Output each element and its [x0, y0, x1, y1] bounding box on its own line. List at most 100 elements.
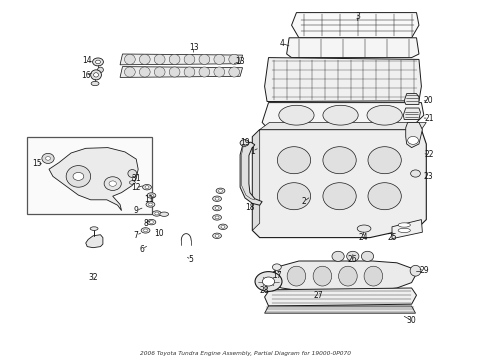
Text: 21: 21	[424, 113, 434, 122]
Ellipse shape	[339, 266, 357, 286]
Ellipse shape	[141, 228, 150, 233]
Ellipse shape	[323, 105, 358, 125]
Ellipse shape	[221, 225, 225, 228]
Ellipse shape	[91, 70, 101, 80]
Ellipse shape	[184, 67, 195, 77]
Polygon shape	[403, 108, 420, 120]
Text: 32: 32	[88, 273, 98, 282]
Ellipse shape	[323, 183, 356, 210]
Ellipse shape	[149, 194, 153, 197]
Ellipse shape	[160, 212, 169, 216]
Text: 4: 4	[279, 39, 284, 48]
Ellipse shape	[362, 251, 374, 261]
Polygon shape	[287, 38, 419, 58]
Ellipse shape	[229, 54, 240, 64]
Text: 14: 14	[82, 56, 92, 65]
Text: 28: 28	[260, 286, 270, 295]
Ellipse shape	[91, 81, 99, 86]
Polygon shape	[120, 67, 243, 77]
Polygon shape	[240, 142, 262, 205]
Ellipse shape	[255, 271, 282, 292]
Ellipse shape	[94, 73, 98, 77]
Bar	[27, 137, 152, 214]
Ellipse shape	[214, 67, 225, 77]
Text: 13: 13	[189, 43, 198, 52]
Ellipse shape	[313, 266, 332, 286]
Text: 15: 15	[32, 159, 42, 168]
Ellipse shape	[215, 197, 219, 200]
Text: 16: 16	[81, 71, 91, 80]
Polygon shape	[267, 261, 416, 291]
Text: 11: 11	[145, 194, 154, 203]
Text: 2006 Toyota Tundra Engine Assembly, Partial Diagram for 19000-0P070: 2006 Toyota Tundra Engine Assembly, Part…	[140, 351, 350, 356]
Text: 9: 9	[134, 206, 139, 215]
Ellipse shape	[124, 54, 135, 64]
Ellipse shape	[42, 153, 54, 163]
Text: 23: 23	[424, 172, 434, 181]
Ellipse shape	[90, 227, 98, 230]
Text: 29: 29	[419, 266, 429, 275]
Ellipse shape	[219, 189, 222, 192]
Ellipse shape	[410, 265, 421, 276]
Ellipse shape	[346, 251, 359, 261]
Ellipse shape	[214, 54, 225, 64]
Ellipse shape	[143, 185, 151, 190]
Text: 2: 2	[301, 197, 306, 206]
Polygon shape	[120, 54, 243, 65]
Ellipse shape	[129, 181, 135, 184]
Ellipse shape	[367, 105, 402, 125]
Ellipse shape	[215, 216, 219, 219]
Text: 10: 10	[154, 229, 164, 238]
Ellipse shape	[46, 157, 50, 160]
Text: 27: 27	[314, 292, 323, 300]
Ellipse shape	[411, 170, 420, 177]
Ellipse shape	[368, 147, 401, 174]
Ellipse shape	[213, 196, 221, 201]
Ellipse shape	[155, 212, 159, 215]
Polygon shape	[86, 235, 103, 248]
Text: 5: 5	[189, 256, 194, 264]
Ellipse shape	[199, 54, 210, 64]
Polygon shape	[404, 94, 419, 104]
Ellipse shape	[368, 183, 401, 210]
Ellipse shape	[287, 266, 306, 286]
Ellipse shape	[93, 58, 103, 66]
Ellipse shape	[146, 202, 155, 207]
Ellipse shape	[277, 183, 311, 210]
Text: 25: 25	[387, 233, 397, 242]
Polygon shape	[252, 130, 260, 230]
Text: 6: 6	[140, 245, 145, 253]
Ellipse shape	[215, 207, 219, 210]
Ellipse shape	[147, 193, 156, 198]
Polygon shape	[292, 13, 419, 38]
Text: 17: 17	[272, 271, 282, 280]
Text: 24: 24	[359, 233, 368, 242]
Ellipse shape	[66, 166, 91, 187]
Text: 8: 8	[143, 219, 148, 228]
Ellipse shape	[229, 67, 240, 77]
Polygon shape	[260, 122, 426, 130]
Ellipse shape	[323, 147, 356, 174]
Ellipse shape	[240, 140, 249, 146]
Ellipse shape	[213, 233, 221, 239]
Text: 30: 30	[407, 316, 416, 325]
Ellipse shape	[147, 220, 156, 225]
Polygon shape	[265, 58, 421, 102]
Ellipse shape	[145, 186, 149, 189]
Ellipse shape	[408, 136, 418, 144]
Ellipse shape	[124, 67, 135, 77]
Ellipse shape	[169, 54, 180, 64]
Ellipse shape	[104, 177, 122, 190]
Text: 19: 19	[240, 138, 250, 147]
Ellipse shape	[398, 228, 410, 233]
Ellipse shape	[279, 105, 314, 125]
Ellipse shape	[148, 203, 152, 206]
Ellipse shape	[277, 147, 311, 174]
Ellipse shape	[272, 264, 281, 270]
Text: 13: 13	[235, 57, 245, 66]
Ellipse shape	[128, 170, 137, 177]
Ellipse shape	[213, 205, 221, 211]
Ellipse shape	[169, 67, 180, 77]
Ellipse shape	[109, 181, 117, 186]
Ellipse shape	[332, 251, 344, 261]
